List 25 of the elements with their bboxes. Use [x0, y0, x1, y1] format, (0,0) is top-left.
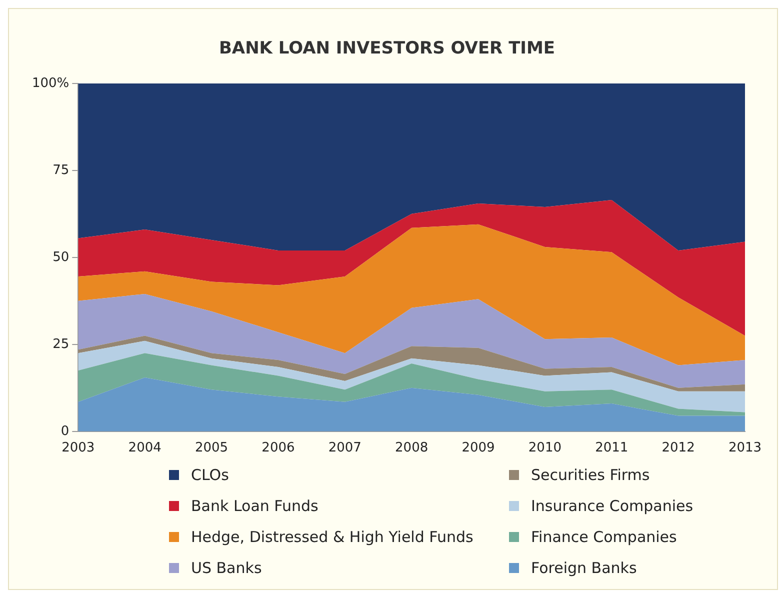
- x-tick-label: 2011: [595, 440, 628, 456]
- y-tick-label: 25: [52, 336, 70, 352]
- x-tick-label: 2005: [194, 440, 228, 456]
- legend-label: Bank Loan Funds: [191, 496, 318, 514]
- x-tick-label: 2013: [728, 440, 762, 456]
- legend-label: CLOs: [191, 466, 229, 484]
- legend-label: Insurance Companies: [531, 496, 694, 514]
- legend-label: Hedge, Distressed & High Yield Funds: [191, 528, 474, 546]
- chart-title: BANK LOAN INVESTORS OVER TIME: [218, 38, 556, 59]
- legend-label: Foreign Banks: [531, 558, 637, 576]
- x-tick-label: 2003: [62, 440, 95, 456]
- y-tick-label: 100%: [32, 76, 70, 91]
- legend-label: Finance Companies: [531, 528, 677, 546]
- x-tick-label: 2006: [262, 440, 295, 456]
- x-tick-label: 2008: [395, 440, 428, 456]
- legend-label: US Banks: [191, 558, 262, 576]
- x-tick-label: 2004: [128, 440, 162, 456]
- y-tick-label: 50: [52, 250, 70, 265]
- y-tick-label: 75: [52, 162, 70, 178]
- x-tick-label: 2007: [328, 440, 362, 456]
- legend-label: Securities Firms: [531, 466, 650, 484]
- y-tick-label: 0: [60, 424, 70, 439]
- x-tick-label: 2009: [462, 440, 495, 456]
- x-tick-label: 2010: [528, 440, 562, 456]
- x-tick-label: 2012: [662, 440, 695, 456]
